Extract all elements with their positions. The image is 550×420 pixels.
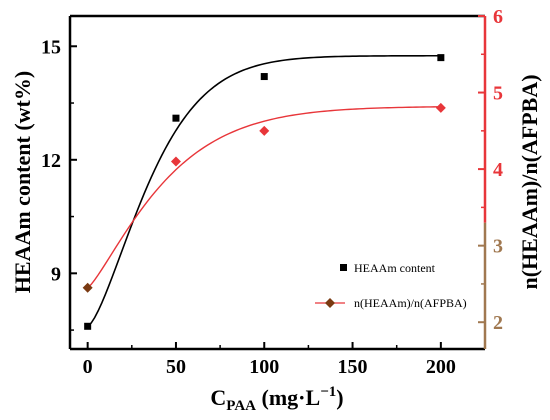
- right-axis-ticks: 2 3 4 5 6: [478, 6, 503, 334]
- x-axis-title-base: C: [210, 385, 226, 410]
- legend-label-heaam: HEAAm content: [354, 261, 436, 275]
- legend-marker-diamond: [325, 298, 335, 308]
- y-right-tick-label: 5: [493, 83, 503, 105]
- point-heaam: [437, 54, 445, 62]
- data-points: [82, 54, 446, 330]
- point-ratio: [82, 282, 93, 293]
- left-axis-ticks: 9 12 15: [41, 36, 77, 331]
- x-tick-label: 50: [166, 356, 186, 378]
- x-tick-label: 0: [83, 356, 93, 378]
- y-left-tick-label: 15: [41, 36, 61, 58]
- point-heaam: [260, 73, 268, 81]
- legend: HEAAm content n(HEAAm)/n(AFPBA): [315, 261, 467, 310]
- point-ratio: [170, 156, 181, 167]
- point-ratio: [259, 125, 270, 136]
- x-axis-title-units: (mg·L: [256, 385, 320, 410]
- x-axis-title-subscript: PAA: [226, 398, 256, 414]
- x-axis-ticks: 0 50 100 150 200: [83, 342, 456, 378]
- y-left-tick-label: 9: [51, 263, 61, 285]
- point-heaam: [172, 114, 180, 122]
- y-right-tick-label: 2: [493, 312, 503, 334]
- x-tick-label: 100: [249, 356, 279, 378]
- y-axis-title-left: HEAAm content (wt%): [10, 71, 35, 293]
- fit-curve-ratio: [87, 106, 441, 289]
- y-axis-title-right: n(HEAAm)/n(AFPBA): [517, 74, 542, 289]
- x-tick-label: 150: [338, 356, 368, 378]
- fit-curves: [87, 54, 441, 327]
- y-left-tick-label: 12: [41, 150, 61, 172]
- y-right-tick-label: 6: [493, 6, 503, 28]
- fit-curve-heaam: [87, 54, 441, 327]
- point-heaam: [84, 322, 92, 330]
- legend-marker-square: [340, 264, 347, 271]
- x-axis-title-exponent: −1: [320, 384, 336, 400]
- x-axis-title-close: ): [336, 385, 343, 410]
- y-right-tick-label: 4: [493, 159, 503, 181]
- x-tick-label: 200: [426, 356, 456, 378]
- point-ratio: [435, 102, 446, 113]
- legend-label-ratio: n(HEAAm)/n(AFPBA): [354, 296, 467, 310]
- y-right-tick-label: 3: [493, 236, 503, 258]
- x-axis-title: CPAA (mg·L−1): [210, 384, 343, 414]
